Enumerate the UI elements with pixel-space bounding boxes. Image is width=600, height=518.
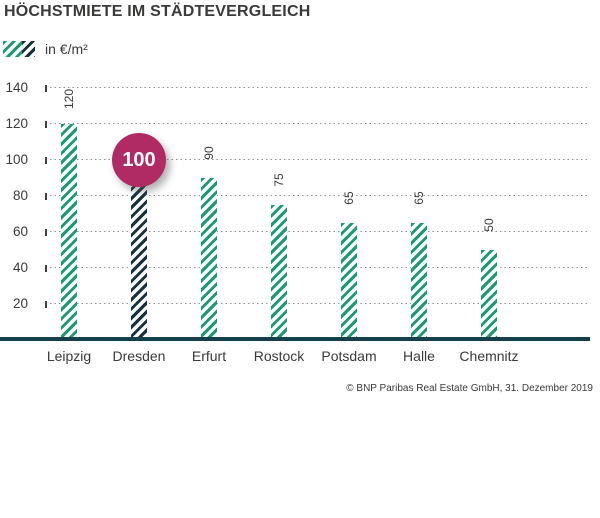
x-axis-baseline xyxy=(0,337,590,341)
bar-erfurt xyxy=(201,178,217,337)
y-axis-label-100: 100 xyxy=(5,152,28,167)
y-axis-label-80: 80 xyxy=(12,188,28,203)
legend-swatch-dark-hatch xyxy=(22,41,35,57)
x-axis-label-rostock: Rostock xyxy=(253,348,305,364)
value-label-chemnitz: 50 xyxy=(482,218,496,232)
bar-rostock xyxy=(271,205,287,337)
gridline-140 xyxy=(50,87,590,89)
y-axis-tick-20 xyxy=(45,301,47,308)
y-axis-tick-140 xyxy=(45,85,47,92)
value-label-erfurt: 90 xyxy=(202,146,216,160)
legend-swatch-green-hatch xyxy=(3,41,22,57)
value-label-leipzig: 120 xyxy=(62,88,76,110)
gridline-20 xyxy=(50,303,590,305)
value-label-potsdam: 65 xyxy=(342,191,356,205)
legend-unit-label: in €/m² xyxy=(45,41,88,57)
gridline-80 xyxy=(50,195,590,197)
legend-hatch-swatch xyxy=(3,41,35,57)
y-axis-label-60: 60 xyxy=(12,224,28,239)
y-axis-tick-120 xyxy=(45,121,47,128)
y-axis-label-40: 40 xyxy=(12,260,28,275)
value-label-rostock: 75 xyxy=(272,173,286,187)
y-axis-tick-40 xyxy=(45,265,47,272)
gridline-40 xyxy=(50,267,590,269)
y-axis-tick-60 xyxy=(45,229,47,236)
x-axis-label-halle: Halle xyxy=(403,348,435,364)
source-attribution: © BNP Paribas Real Estate GmbH, 31. Deze… xyxy=(346,383,593,394)
bar-potsdam xyxy=(341,223,357,337)
gridline-60 xyxy=(50,231,590,233)
highlight-bubble-dresden: 100 xyxy=(112,133,166,187)
chart-title: HÖCHSTMIETE IM STÄDTEVERGLEICH xyxy=(4,3,311,20)
y-axis-tick-80 xyxy=(45,193,47,200)
gridline-100 xyxy=(50,159,590,161)
x-axis-label-dresden: Dresden xyxy=(112,348,166,364)
y-axis-label-20: 20 xyxy=(12,296,28,311)
x-axis-label-chemnitz: Chemnitz xyxy=(459,348,519,364)
y-axis-tick-100 xyxy=(45,157,47,164)
x-axis-label-erfurt: Erfurt xyxy=(191,348,227,364)
bar-dresden xyxy=(131,160,147,337)
bar-chemnitz xyxy=(481,250,497,337)
value-label-halle: 65 xyxy=(412,191,426,205)
y-axis-label-120: 120 xyxy=(5,116,28,131)
y-axis-label-140: 140 xyxy=(5,80,28,95)
x-axis-label-leipzig: Leipzig xyxy=(46,348,92,364)
gridline-120 xyxy=(50,123,590,125)
bar-leipzig xyxy=(61,124,77,337)
bar-halle xyxy=(411,223,427,337)
x-axis-label-potsdam: Potsdam xyxy=(321,348,377,364)
